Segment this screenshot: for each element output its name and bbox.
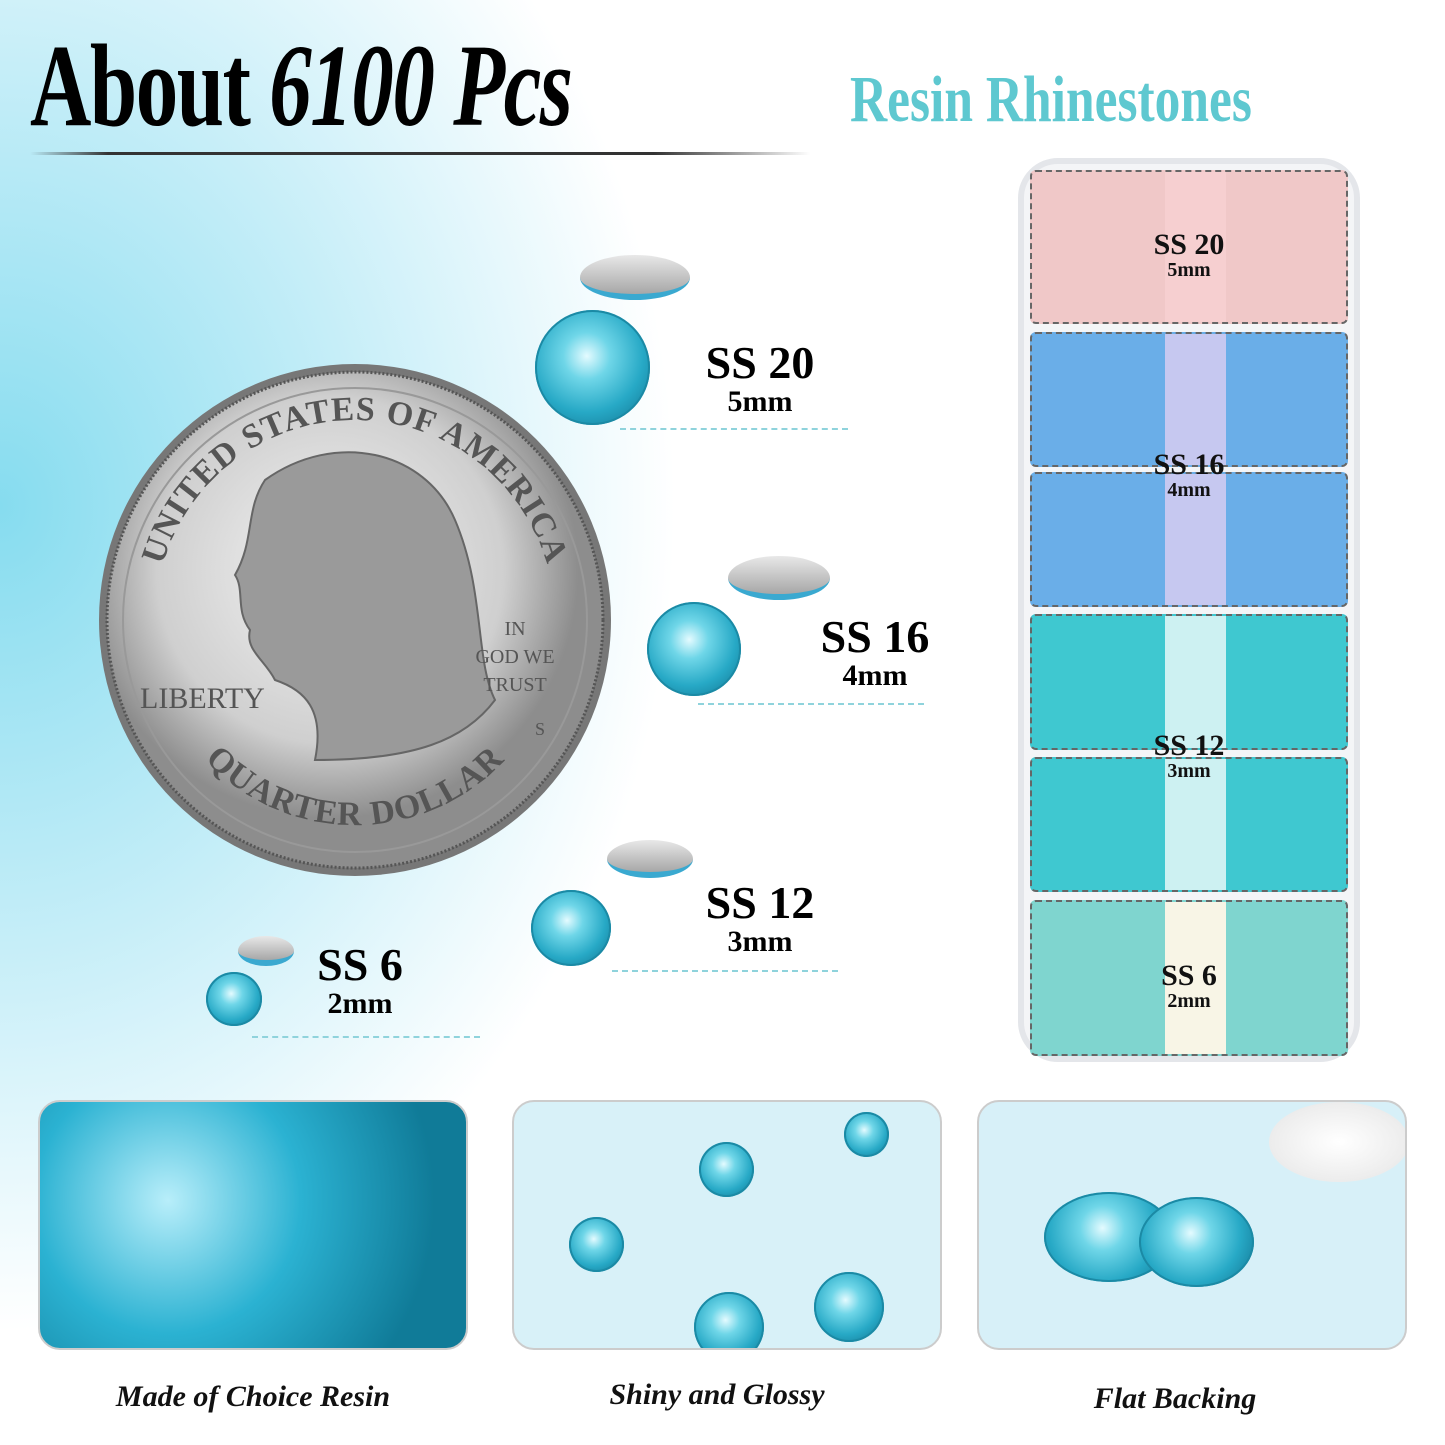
size-label: SS 20 xyxy=(705,337,815,388)
dashed-line xyxy=(612,970,838,972)
coin-liberty: LIBERTY xyxy=(140,682,265,715)
dashed-line xyxy=(252,1036,480,1038)
washer-portrait xyxy=(233,451,497,762)
gem-ss6 xyxy=(206,972,262,1026)
quarter-coin-image: UNITED STATES OF AMERICA QUARTER DOLLAR … xyxy=(99,364,611,876)
gem-ss20 xyxy=(535,310,650,425)
coin-mint: S xyxy=(535,719,545,739)
compartment-ss16-a xyxy=(1030,332,1348,467)
coin-motto-3: TRUST xyxy=(483,674,546,696)
gem-back-ss16 xyxy=(728,556,830,600)
subtitle: Resin Rhinestones xyxy=(850,63,1252,136)
divider xyxy=(30,152,810,155)
caption-shiny: Shiny and Glossy xyxy=(609,1378,825,1411)
compartment-ss12-b xyxy=(1030,757,1348,892)
compartment-ss12-a xyxy=(1030,614,1348,750)
gem-ss16 xyxy=(647,602,741,696)
compartment-ss20 xyxy=(1030,170,1348,324)
size-label: SS 12 xyxy=(705,877,815,928)
gem-back-ss20 xyxy=(580,255,690,300)
gem-back-ss6 xyxy=(238,936,294,966)
headline-prefix: About xyxy=(30,20,251,151)
size-mm: 2mm xyxy=(327,987,393,1020)
coin-motto-1: IN xyxy=(504,618,525,640)
dashed-line xyxy=(620,428,848,430)
box-label-ss6: SS 6 2mm xyxy=(1161,959,1217,1012)
dashed-line xyxy=(698,703,924,705)
caption-flat: Flat Backing xyxy=(1093,1382,1257,1415)
box-label-ss12: SS 12 3mm xyxy=(1153,729,1225,782)
size-ss20: SS 20 5mm xyxy=(680,340,840,418)
photo-shiny-gems xyxy=(512,1100,942,1350)
size-ss16: SS 16 4mm xyxy=(795,614,955,692)
size-mm: 3mm xyxy=(727,925,793,958)
size-label: SS 16 xyxy=(820,611,930,662)
caption-resin: Made of Choice Resin xyxy=(115,1380,391,1413)
size-ss6: SS 6 2mm xyxy=(290,942,430,1020)
headline-count: 6100 Pcs xyxy=(269,20,573,151)
gem-back-ss12 xyxy=(607,840,693,878)
size-label: SS 6 xyxy=(317,939,403,990)
box-label-ss20: SS 20 5mm xyxy=(1153,228,1225,281)
headline: About 6100 Pcs xyxy=(30,18,573,154)
box-label-ss16: SS 16 4mm xyxy=(1153,448,1225,501)
coin-motto-2: GOD WE xyxy=(475,646,554,668)
compartment-ss16-b xyxy=(1030,472,1348,607)
compartment-ss6 xyxy=(1030,900,1348,1056)
size-mm: 5mm xyxy=(727,385,793,418)
gem-ss12 xyxy=(531,890,611,966)
photo-resin-pile xyxy=(38,1100,468,1350)
photo-flat-backing xyxy=(977,1100,1407,1350)
size-ss12: SS 12 3mm xyxy=(680,880,840,958)
storage-box: SS 20 5mm SS 16 4mm SS 12 3mm SS 6 2mm xyxy=(1018,158,1360,1062)
size-mm: 4mm xyxy=(842,659,908,692)
